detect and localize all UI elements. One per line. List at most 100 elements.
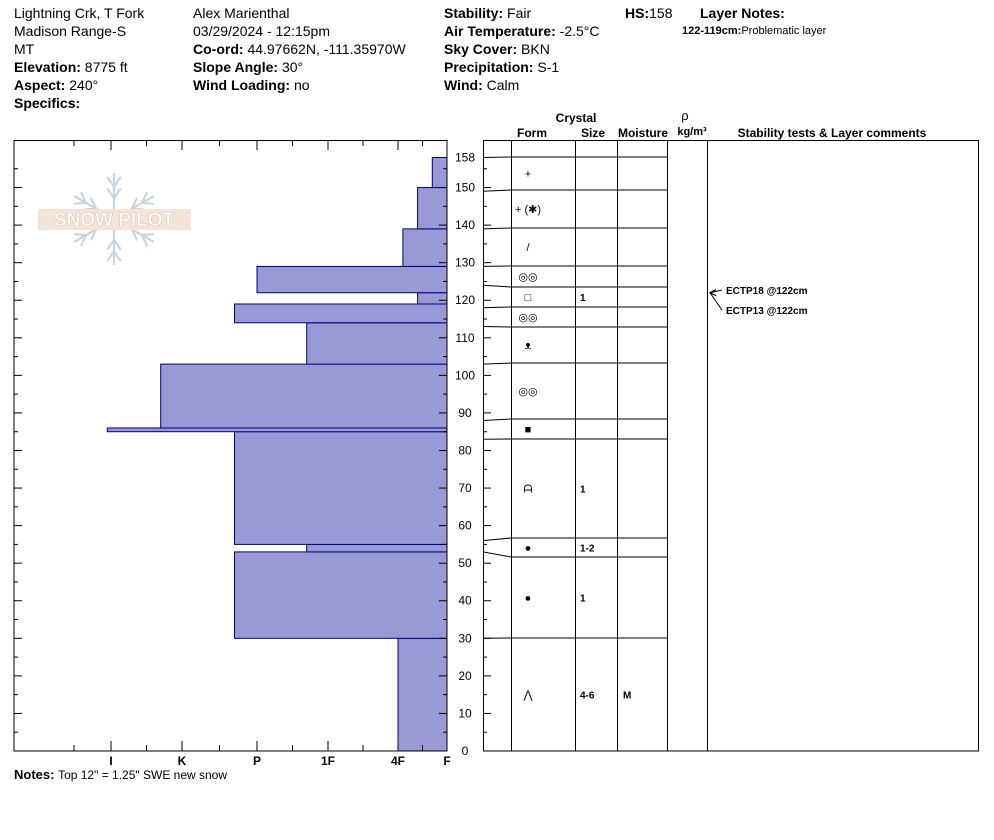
- y-tick-label: 50: [458, 556, 472, 570]
- hardness-bar: [417, 187, 448, 230]
- flake-branch: [79, 234, 88, 247]
- conditions-block: Stability: Fair Air Temperature: -2.5°C …: [444, 4, 600, 94]
- flake-arm: [73, 218, 115, 243]
- crystal-form: + (✱): [515, 204, 541, 216]
- state: MT: [14, 41, 35, 57]
- crystal-size: 1: [580, 594, 586, 605]
- crystal-form: +: [525, 169, 531, 181]
- y-tick-label: 70: [458, 481, 472, 495]
- flake-branch: [130, 197, 139, 210]
- y-tick-label: 60: [458, 519, 472, 533]
- hardness-bar: [234, 303, 448, 324]
- hs: HS:158: [625, 5, 673, 21]
- wind-loading: Wind Loading: no: [193, 77, 310, 93]
- size-header: Size: [581, 126, 605, 140]
- flake-branch: [113, 250, 122, 262]
- y-tick-label: 80: [458, 443, 472, 457]
- moisture-header: Moisture: [618, 126, 668, 140]
- crystal-rows: ⋀ 4-6 M ● 1 ● 1-2 ᗩ 1 ■ ◎◎ ᴥ ◎◎ □ 1 ◎◎ / + (✱) +: [482, 156, 667, 702]
- snowpilot-logo: SNOW PILOT: [38, 173, 191, 265]
- height-axis: 0 10 20 30 40 50 60 70 80 90 100 110 120 130 140 150 158: [14, 151, 491, 758]
- x-tick-label: F: [443, 754, 450, 768]
- depth-connector: [482, 284, 512, 288]
- crystal-size: 1: [580, 293, 586, 304]
- crystal-header: Crystal: [556, 111, 597, 125]
- y-tick-label: 120: [455, 293, 475, 307]
- y-tick-label: 158: [455, 151, 475, 165]
- coordinates: Co-ord: 44.97662N, -111.35970W: [193, 41, 406, 57]
- y-tick-label: 30: [458, 631, 472, 645]
- x-tick-label: 1F: [321, 754, 335, 768]
- y-tick-label: 90: [458, 406, 472, 420]
- flake-branch: [113, 187, 122, 199]
- crystal-form: ●: [525, 543, 532, 555]
- y-tick-label: 100: [455, 368, 475, 382]
- crystal-form: ●: [525, 593, 532, 605]
- depth-connector: [482, 189, 512, 192]
- depth-connector: [482, 418, 512, 421]
- x-tick-label: 4F: [391, 754, 405, 768]
- stability-tests: ECTP18 @122cm ECTP13 @122cm: [708, 286, 808, 317]
- flake-branch: [84, 227, 97, 231]
- flake-branch: [113, 176, 122, 188]
- crystal-form: ◎◎: [518, 272, 537, 284]
- flake-branch: [89, 228, 98, 241]
- hardness-bar: [417, 292, 448, 305]
- depth-connector: [482, 306, 512, 309]
- flake-arm: [113, 218, 155, 243]
- crystal-form: ᴥ: [525, 340, 532, 352]
- depth-connector: [482, 156, 512, 158]
- air-temperature: Air Temperature: -2.5°C: [444, 23, 600, 39]
- location-line2: Madison Range-S: [14, 23, 127, 39]
- flake-branch: [74, 201, 87, 205]
- layer-note: 122-119cm:Problematic layer: [682, 25, 827, 37]
- flake-branch: [113, 239, 122, 251]
- observation-block: Alex Marienthal 03/29/2024 - 12:15pm Co-…: [193, 4, 406, 94]
- crystal-form: /: [526, 242, 530, 254]
- specifics: Specifics:: [14, 95, 81, 111]
- crystal-form: ⋀: [522, 690, 533, 702]
- crystal-moisture: M: [623, 691, 631, 702]
- hardness-bar: [160, 363, 448, 429]
- hardness-bar: [306, 543, 448, 553]
- stability-test-label: ECTP18 @122cm: [726, 286, 808, 297]
- flake-branch: [89, 197, 98, 210]
- y-tick-label: 140: [455, 218, 475, 232]
- flake-branch: [106, 250, 115, 262]
- form-header: Form: [517, 126, 547, 140]
- hardness-bars: [106, 157, 448, 752]
- stability-test-label: ECTP13 @122cm: [726, 306, 808, 317]
- crystal-form: ᗩ: [523, 484, 532, 496]
- flake-branch: [140, 234, 149, 247]
- layer-notes-title: Layer Notes:: [700, 5, 785, 21]
- flake-branch: [131, 207, 144, 211]
- crystal-form: ◎◎: [518, 386, 537, 398]
- crystal-form: ■: [525, 424, 532, 436]
- stability-header: Stability tests & Layer comments: [738, 126, 927, 140]
- hardness-bar: [306, 322, 448, 365]
- flake-branch: [106, 187, 115, 199]
- flake-branch: [84, 207, 97, 211]
- flake-branch: [141, 233, 154, 237]
- hardness-bar: [234, 551, 448, 639]
- arrow-icon: [708, 289, 717, 297]
- table-frame: [483, 140, 979, 752]
- depth-connector: [482, 227, 512, 230]
- density-unit-header: kg/m³: [677, 126, 707, 138]
- x-tick-label: P: [253, 754, 261, 768]
- hardness-bar: [256, 265, 448, 294]
- rho-header: ρ: [681, 108, 688, 123]
- crystal-size: 1: [580, 485, 586, 496]
- hardness-bar: [397, 637, 448, 752]
- flake-arm: [73, 195, 115, 220]
- notes: Notes: Top 12" = 1.25" SWE new snow: [14, 767, 228, 782]
- y-tick-label: 0: [462, 744, 469, 758]
- flake-branch: [79, 191, 88, 204]
- crystal-form: □: [525, 292, 532, 304]
- stability-pointer: [709, 292, 723, 311]
- y-tick-label: 130: [455, 256, 475, 270]
- sky-cover: Sky Cover: BKN: [444, 41, 550, 57]
- flake-branch: [106, 239, 115, 251]
- depth-connector: [482, 551, 512, 558]
